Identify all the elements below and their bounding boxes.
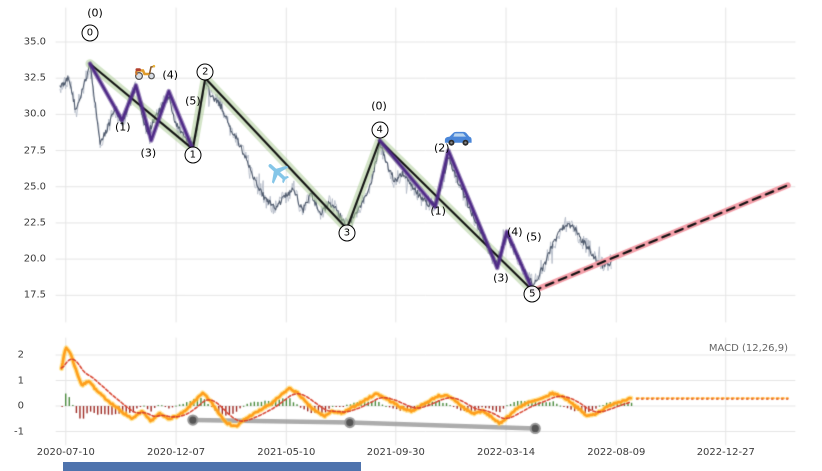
car-icon bbox=[443, 128, 473, 147]
plane-icon bbox=[264, 158, 292, 186]
bottom-partial-bar bbox=[63, 462, 361, 471]
scooter-icon bbox=[133, 58, 157, 82]
macd-legend-label: MACD (12,26,9) bbox=[708, 343, 788, 354]
